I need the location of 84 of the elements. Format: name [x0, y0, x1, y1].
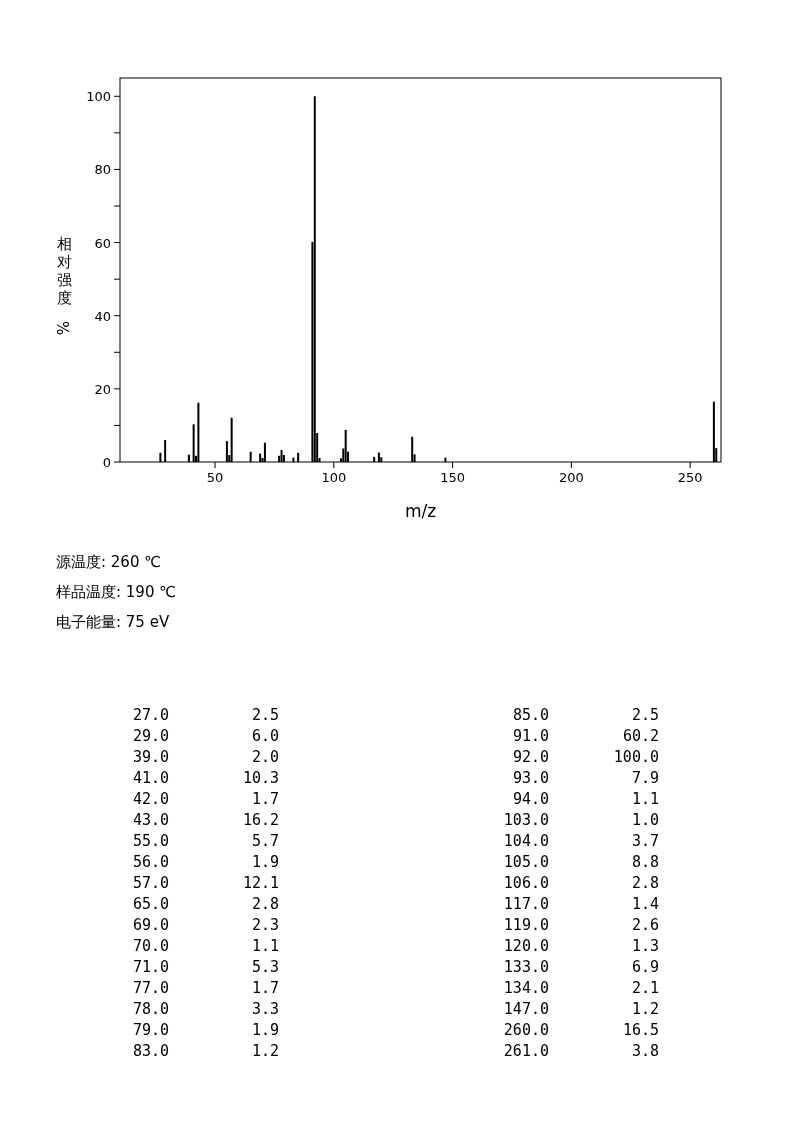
- text: 10.3: [242, 769, 279, 787]
- text: 2.6: [631, 916, 659, 934]
- text: 27.0: [132, 706, 169, 724]
- text: 1.9: [251, 853, 279, 871]
- text: 120.0: [503, 937, 549, 955]
- text: 1.7: [251, 979, 279, 997]
- text: 83.0: [132, 1042, 169, 1060]
- text: 147.0: [503, 1000, 549, 1018]
- text: 2.8: [631, 874, 659, 892]
- text: 1.7: [251, 790, 279, 808]
- text: 41.0: [132, 769, 169, 787]
- text: 105.0: [503, 853, 549, 871]
- text: 源温度: 260 ℃: [56, 553, 162, 571]
- text: 260.0: [503, 1021, 549, 1039]
- text: 2.0: [251, 748, 279, 766]
- text: 2.5: [251, 706, 279, 724]
- text: 8.8: [631, 853, 659, 871]
- text: 1.9: [251, 1021, 279, 1039]
- text: 3.8: [631, 1042, 659, 1060]
- text: 1.3: [631, 937, 659, 955]
- text: 57.0: [132, 874, 169, 892]
- y-tick-label: 60: [94, 235, 111, 251]
- y-tick-label: 80: [94, 162, 111, 178]
- text: 1.0: [631, 811, 659, 829]
- text: 93.0: [512, 769, 549, 787]
- text: 79.0: [132, 1021, 169, 1039]
- text: 2.1: [631, 979, 659, 997]
- text: 117.0: [503, 895, 549, 913]
- text: 39.0: [132, 748, 169, 766]
- text: 100.0: [613, 748, 659, 766]
- text: 106.0: [503, 874, 549, 892]
- text: 3.7: [631, 832, 659, 850]
- text: 1.1: [631, 790, 659, 808]
- text: 1.2: [631, 1000, 659, 1018]
- y-tick-label: 0: [102, 455, 111, 470]
- text: 5.7: [251, 832, 279, 850]
- x-tick-label: 250: [677, 470, 703, 485]
- text: 91.0: [512, 727, 549, 745]
- text: 92.0: [512, 748, 549, 766]
- text: 70.0: [132, 937, 169, 955]
- text: 1.2: [251, 1042, 279, 1060]
- x-tick-label: 50: [206, 470, 224, 485]
- text: 60.2: [622, 727, 659, 745]
- text: 104.0: [503, 832, 549, 850]
- x-axis-title: m/z: [404, 501, 437, 521]
- text: 2.5: [631, 706, 659, 724]
- text: 5.3: [251, 958, 279, 976]
- text: 103.0: [503, 811, 549, 829]
- x-tick-label: 200: [558, 470, 584, 485]
- x-tick-label: 100: [321, 470, 347, 485]
- text: 69.0: [132, 916, 169, 934]
- text: 56.0: [132, 853, 169, 871]
- text: 85.0: [512, 706, 549, 724]
- text: 65.0: [132, 895, 169, 913]
- text: 16.5: [622, 1021, 659, 1039]
- text: 1.1: [251, 937, 279, 955]
- text: 78.0: [132, 1000, 169, 1018]
- x-tick-label: 150: [440, 470, 465, 485]
- y-tick-label: 40: [94, 308, 111, 324]
- text: 77.0: [132, 979, 169, 997]
- text: 29.0: [132, 727, 169, 745]
- text: 电子能量: 75 eV: [56, 613, 170, 631]
- text: 71.0: [132, 958, 169, 976]
- text: 43.0: [132, 811, 169, 829]
- text: 55.0: [132, 832, 169, 850]
- text: 1.4: [631, 895, 659, 913]
- text: 16.2: [242, 811, 279, 829]
- y-axis-title: 相对强度%: [52, 235, 72, 336]
- text: 7.9: [631, 769, 659, 787]
- text: 3.3: [251, 1000, 279, 1018]
- text: 6.9: [631, 958, 659, 976]
- text: 119.0: [503, 916, 549, 934]
- text: 2.8: [251, 895, 279, 913]
- text: 134.0: [503, 979, 549, 997]
- text: 133.0: [503, 958, 549, 976]
- text: 261.0: [503, 1042, 549, 1060]
- text: 2.3: [251, 916, 279, 934]
- text: 6.0: [251, 727, 279, 745]
- text: 42.0: [132, 790, 169, 808]
- text: 94.0: [512, 790, 549, 808]
- y-tick-label: 100: [86, 89, 111, 105]
- text: 样品温度: 190 ℃: [56, 583, 177, 601]
- y-tick-label: 20: [94, 381, 111, 397]
- text: 12.1: [242, 874, 279, 892]
